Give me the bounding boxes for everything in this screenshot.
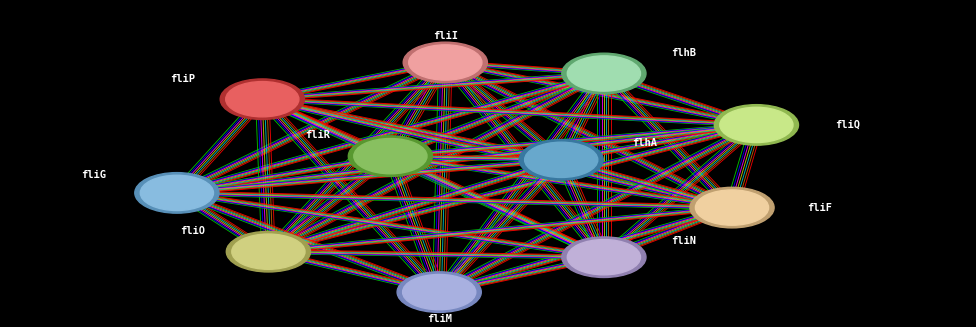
- Ellipse shape: [525, 142, 598, 178]
- Text: fliN: fliN: [671, 236, 696, 246]
- Ellipse shape: [397, 272, 481, 312]
- Ellipse shape: [690, 187, 774, 228]
- Ellipse shape: [567, 240, 640, 275]
- Ellipse shape: [225, 81, 299, 117]
- Text: fliQ: fliQ: [835, 120, 861, 130]
- Text: fliR: fliR: [305, 130, 330, 140]
- Ellipse shape: [135, 173, 219, 213]
- Ellipse shape: [402, 274, 476, 310]
- Ellipse shape: [562, 53, 646, 94]
- Text: fliM: fliM: [427, 314, 452, 323]
- Text: fliF: fliF: [807, 203, 833, 213]
- Text: flhB: flhB: [671, 48, 696, 58]
- Ellipse shape: [221, 79, 305, 119]
- Text: flhA: flhA: [631, 138, 657, 148]
- Text: fliO: fliO: [181, 227, 205, 236]
- Ellipse shape: [714, 105, 798, 145]
- Ellipse shape: [519, 140, 603, 180]
- Ellipse shape: [232, 234, 305, 269]
- Ellipse shape: [567, 56, 640, 91]
- Ellipse shape: [348, 136, 432, 177]
- Ellipse shape: [409, 45, 482, 80]
- Ellipse shape: [695, 190, 769, 225]
- Ellipse shape: [403, 42, 487, 83]
- Text: fliI: fliI: [432, 31, 458, 41]
- Ellipse shape: [141, 175, 214, 211]
- Ellipse shape: [720, 107, 793, 143]
- Ellipse shape: [226, 232, 310, 272]
- Text: fliG: fliG: [81, 169, 106, 180]
- Ellipse shape: [562, 237, 646, 278]
- Ellipse shape: [353, 139, 427, 174]
- Text: fliP: fliP: [171, 74, 195, 84]
